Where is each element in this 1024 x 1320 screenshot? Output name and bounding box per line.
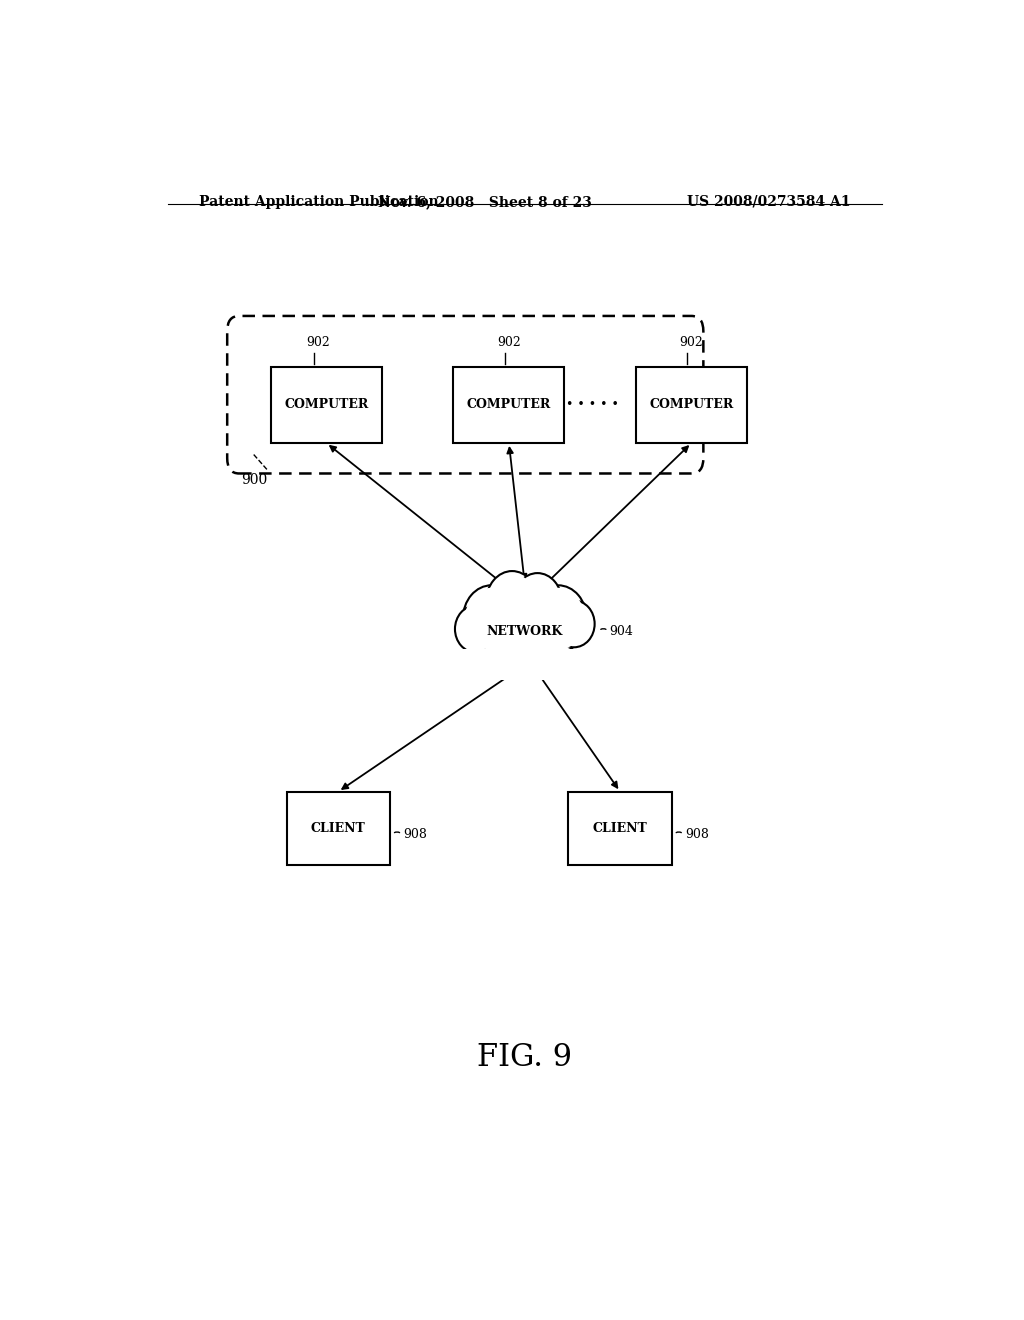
Ellipse shape [457,609,495,649]
Ellipse shape [513,573,562,632]
Ellipse shape [487,574,537,631]
Text: FIG. 9: FIG. 9 [477,1043,572,1073]
FancyBboxPatch shape [636,367,748,444]
FancyBboxPatch shape [454,367,564,444]
Ellipse shape [486,572,539,634]
Text: CLIENT: CLIENT [311,822,366,834]
Ellipse shape [555,603,593,644]
Text: 902: 902 [680,337,703,350]
Ellipse shape [465,587,518,649]
Text: • • • • •: • • • • • [566,397,618,411]
Text: 902: 902 [497,337,521,350]
FancyBboxPatch shape [287,792,390,865]
Ellipse shape [515,576,560,630]
Text: 908: 908 [685,828,709,841]
Ellipse shape [458,581,592,682]
Text: 900: 900 [241,474,267,487]
Text: NETWORK: NETWORK [486,624,563,638]
Ellipse shape [531,587,585,649]
Text: CLIENT: CLIENT [593,822,647,834]
Text: 902: 902 [306,337,331,350]
Text: COMPUTER: COMPUTER [649,399,733,412]
Text: US 2008/0273584 A1: US 2008/0273584 A1 [687,195,850,209]
Ellipse shape [481,590,568,676]
Ellipse shape [529,585,587,652]
Ellipse shape [455,606,497,652]
Text: 904: 904 [609,624,634,638]
Text: Nov. 6, 2008   Sheet 8 of 23: Nov. 6, 2008 Sheet 8 of 23 [378,195,592,209]
Text: COMPUTER: COMPUTER [285,399,369,412]
FancyBboxPatch shape [568,792,672,865]
FancyBboxPatch shape [270,367,382,444]
Bar [461,649,588,680]
Ellipse shape [463,585,520,652]
Ellipse shape [553,601,595,647]
Ellipse shape [483,593,566,673]
Text: 908: 908 [403,828,427,841]
Text: Patent Application Publication: Patent Application Publication [200,195,439,209]
Text: COMPUTER: COMPUTER [467,399,551,412]
